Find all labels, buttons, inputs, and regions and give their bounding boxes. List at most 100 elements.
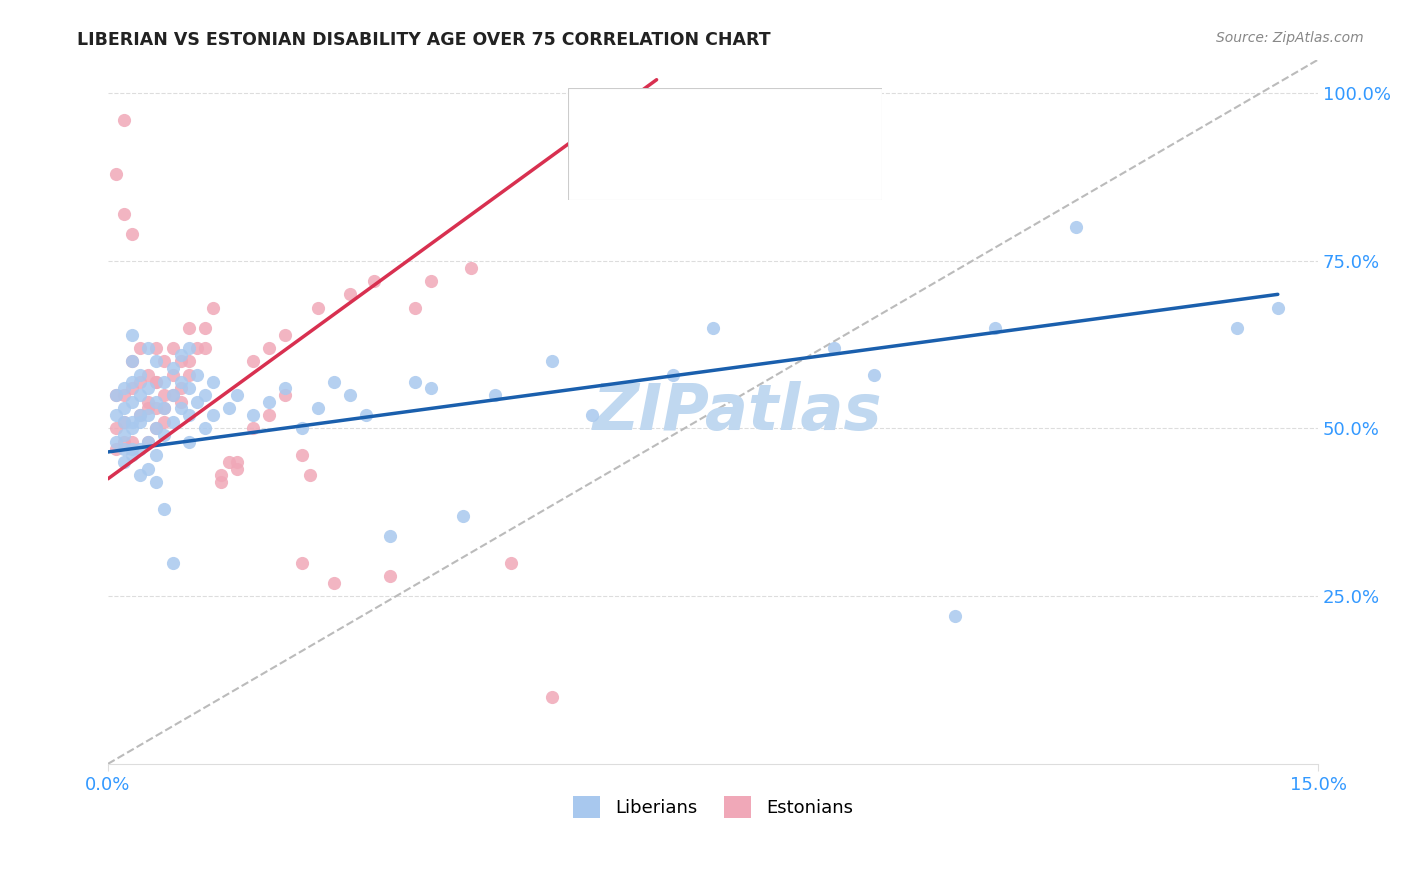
Point xyxy=(121,415,143,429)
Point xyxy=(380,569,402,583)
Point xyxy=(307,401,329,416)
Point xyxy=(419,381,441,395)
Point xyxy=(129,388,152,402)
Point xyxy=(112,434,135,449)
Point xyxy=(121,442,143,456)
Point xyxy=(169,381,191,395)
Point xyxy=(153,415,176,429)
Point xyxy=(153,375,176,389)
Point xyxy=(984,321,1007,335)
Point xyxy=(112,207,135,221)
Point xyxy=(186,394,208,409)
Point xyxy=(823,341,845,355)
Point xyxy=(259,408,281,422)
Point xyxy=(105,434,128,449)
Point xyxy=(121,354,143,368)
Point xyxy=(274,381,297,395)
Point xyxy=(121,394,143,409)
Point xyxy=(129,408,152,422)
Point xyxy=(105,442,128,456)
Point xyxy=(177,341,200,355)
Point xyxy=(121,227,143,241)
Point xyxy=(451,508,474,523)
Point xyxy=(322,375,344,389)
Point xyxy=(177,354,200,368)
Point xyxy=(136,341,159,355)
Point xyxy=(259,341,281,355)
Point xyxy=(145,401,167,416)
Point xyxy=(105,167,128,181)
Point xyxy=(145,448,167,462)
Point xyxy=(121,381,143,395)
Point xyxy=(380,529,402,543)
Point xyxy=(136,461,159,475)
Point xyxy=(209,475,232,490)
Point xyxy=(153,502,176,516)
Point xyxy=(136,434,159,449)
Point xyxy=(661,368,683,382)
Point xyxy=(226,461,249,475)
Point xyxy=(201,408,224,422)
Point xyxy=(339,388,361,402)
Point xyxy=(1267,301,1289,315)
Point xyxy=(226,388,249,402)
Point xyxy=(169,354,191,368)
Point xyxy=(145,421,167,435)
Point xyxy=(121,354,143,368)
Point xyxy=(298,468,321,483)
Point xyxy=(218,455,240,469)
Point xyxy=(153,401,176,416)
Point xyxy=(162,388,184,402)
Point xyxy=(153,354,176,368)
Point xyxy=(153,428,176,442)
Point xyxy=(460,260,482,275)
Point xyxy=(354,408,377,422)
Point xyxy=(177,368,200,382)
Point xyxy=(136,401,159,416)
Point xyxy=(540,354,562,368)
Point xyxy=(136,394,159,409)
Point xyxy=(242,421,264,435)
Point xyxy=(201,375,224,389)
Point xyxy=(105,388,128,402)
Text: Source: ZipAtlas.com: Source: ZipAtlas.com xyxy=(1216,31,1364,45)
Point xyxy=(162,556,184,570)
Point xyxy=(136,434,159,449)
Point xyxy=(162,361,184,376)
Point xyxy=(145,375,167,389)
Point xyxy=(145,375,167,389)
Text: ZIPatlas: ZIPatlas xyxy=(592,381,882,442)
Point xyxy=(129,375,152,389)
Point xyxy=(145,475,167,490)
Point xyxy=(169,348,191,362)
Point xyxy=(145,394,167,409)
Point xyxy=(201,301,224,315)
Point xyxy=(153,388,176,402)
Point xyxy=(129,368,152,382)
Point xyxy=(291,421,314,435)
Point xyxy=(226,455,249,469)
Point xyxy=(209,468,232,483)
Point xyxy=(702,321,724,335)
Point xyxy=(121,448,143,462)
Point xyxy=(112,415,135,429)
Point xyxy=(153,401,176,416)
Point xyxy=(194,421,217,435)
Point xyxy=(112,112,135,127)
Point xyxy=(169,375,191,389)
Point xyxy=(186,368,208,382)
Point xyxy=(145,354,167,368)
Point xyxy=(129,468,152,483)
Point xyxy=(105,408,128,422)
Point xyxy=(363,274,385,288)
Point xyxy=(194,341,217,355)
Point xyxy=(121,327,143,342)
Point xyxy=(177,434,200,449)
Point xyxy=(259,394,281,409)
Point xyxy=(339,287,361,301)
Point xyxy=(162,368,184,382)
Point xyxy=(194,321,217,335)
Point xyxy=(484,388,506,402)
Point xyxy=(218,401,240,416)
Point xyxy=(581,408,603,422)
